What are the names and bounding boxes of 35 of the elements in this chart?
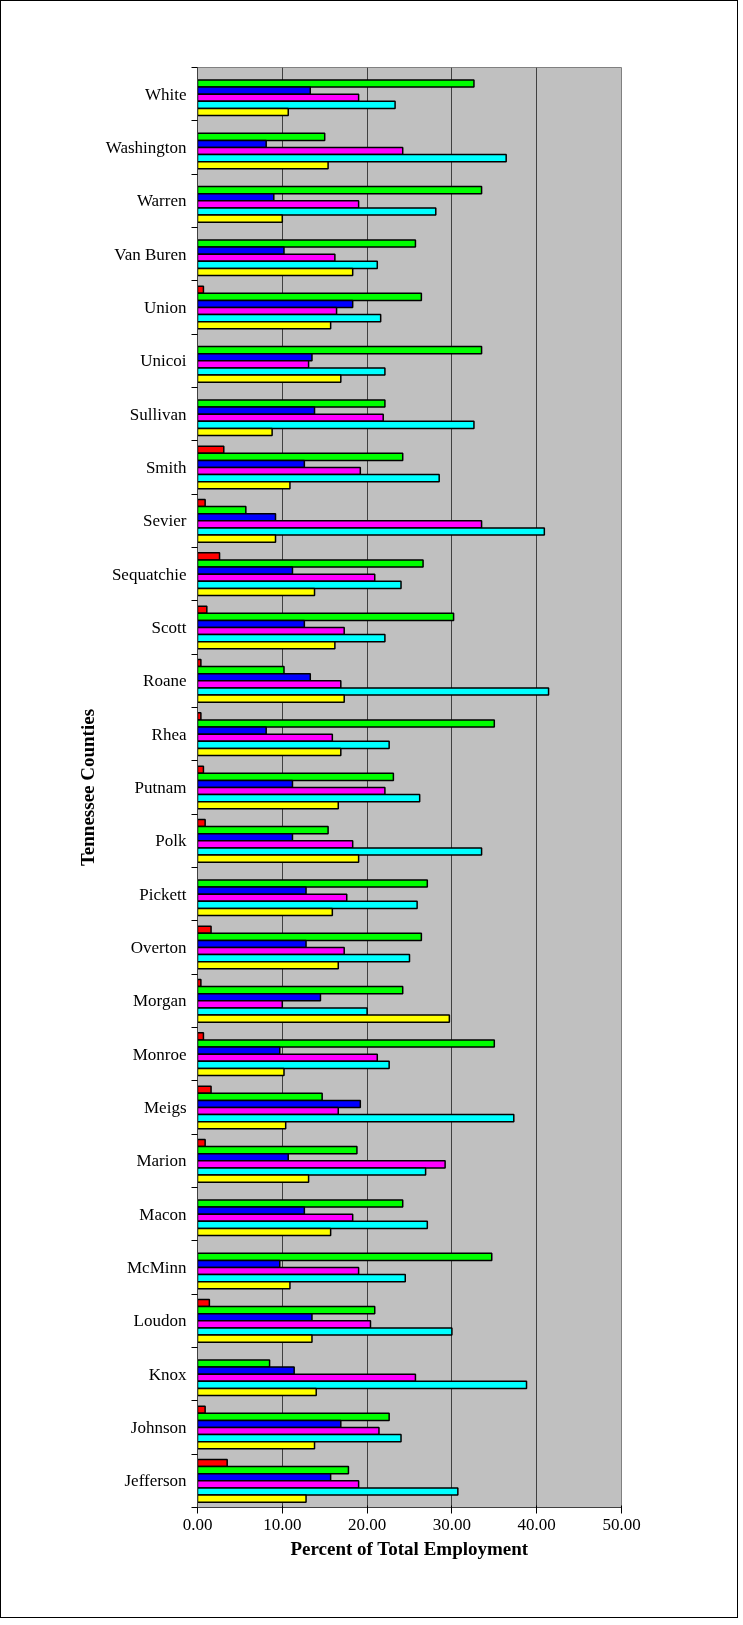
y-tick-label: Jefferson (124, 1471, 187, 1491)
x-tick-label: 50.00 (602, 1514, 641, 1534)
y-tick-label: Washington (105, 138, 187, 157)
y-tick-label: Macon (139, 1204, 187, 1224)
y-tick-label: Putnam (134, 778, 187, 797)
y-tick-label: Scott (151, 618, 187, 637)
y-tick-label: Johnson (130, 1418, 187, 1437)
y-tick-label: Morgan (132, 991, 187, 1011)
y-tick-label: Overton (130, 938, 187, 957)
y-tick-label: Union (144, 298, 187, 317)
y-axis-title: Tennessee Counties (76, 708, 98, 867)
y-tick-label: Polk (155, 831, 187, 851)
y-tick-label: Marion (136, 1151, 187, 1171)
x-tick-label: 0.00 (182, 1514, 213, 1534)
y-tick-label: Rhea (151, 724, 187, 744)
y-tick-label: Sevier (143, 511, 187, 531)
y-tick-label: McMinn (127, 1258, 187, 1277)
x-tick-label: 40.00 (517, 1514, 556, 1534)
y-tick-label: Van Buren (114, 244, 187, 264)
y-tick-label: Unicoi (140, 351, 187, 371)
y-tick-label: White (144, 84, 187, 104)
y-tick-label: Sequatchie (111, 564, 187, 584)
y-tick-label: Monroe (132, 1044, 187, 1064)
y-tick-label: Knox (148, 1364, 187, 1384)
y-tick-label: Roane (143, 671, 187, 691)
y-tick-label: Smith (145, 458, 187, 477)
y-tick-label: Warren (136, 191, 187, 211)
x-tick-label: 20.00 (347, 1514, 387, 1534)
y-tick-label: Sullivan (129, 404, 187, 424)
x-tick-label: 30.00 (432, 1514, 472, 1534)
y-tick-label: Loudon (133, 1311, 187, 1331)
x-tick-label: 10.00 (263, 1514, 302, 1534)
x-axis-title: Percent of Total Employment (290, 1537, 529, 1559)
y-tick-label: Meigs (144, 1098, 187, 1117)
y-tick-label: Pickett (139, 884, 187, 904)
